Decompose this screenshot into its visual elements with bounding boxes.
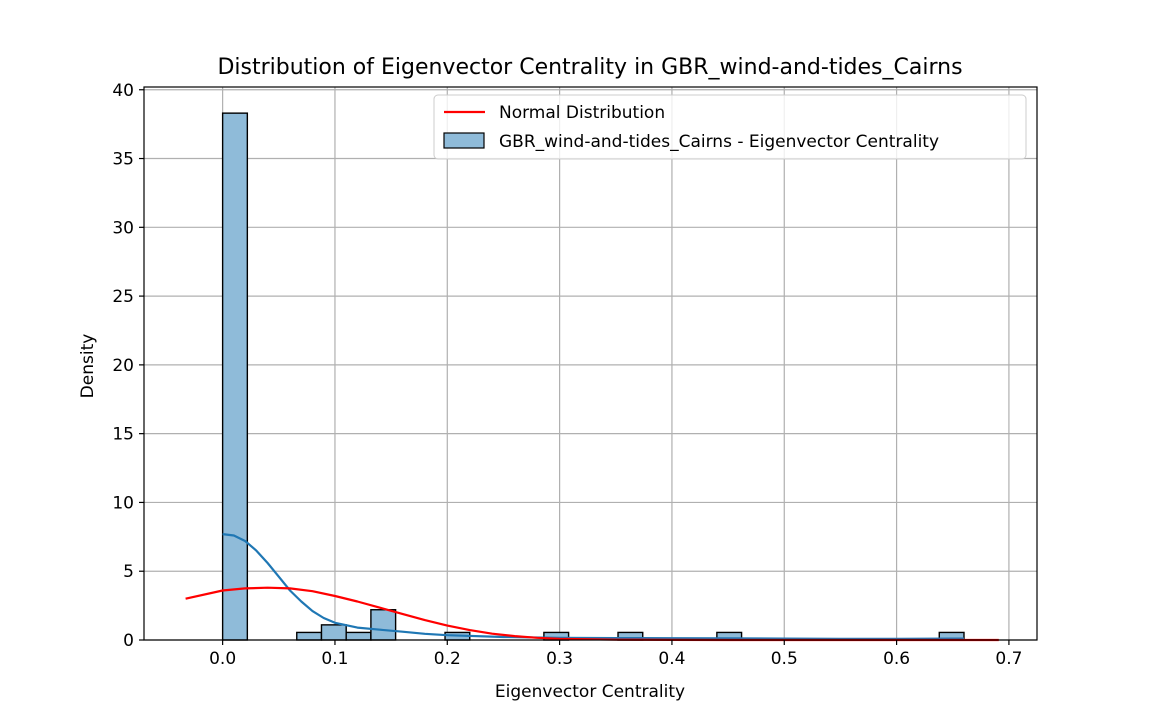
y-tick-label: 25 <box>112 287 134 307</box>
plot-frame <box>143 86 1038 641</box>
y-tick-label: 0 <box>123 631 134 651</box>
legend-normal-label: Normal Distribution <box>499 103 665 123</box>
histogram-bar <box>320 624 347 641</box>
y-tick-label: 10 <box>112 493 134 513</box>
kde-curve <box>222 533 964 640</box>
histogram-bar <box>221 112 249 641</box>
x-tick-label: 0.1 <box>321 649 348 669</box>
histogram-bar <box>345 631 372 641</box>
x-tick-label: 0.4 <box>658 649 685 669</box>
y-tick-label: 5 <box>123 562 134 582</box>
y-tick-label: 35 <box>112 150 134 170</box>
x-tick-label: 0.7 <box>995 649 1022 669</box>
x-tick-label: 0.0 <box>209 649 236 669</box>
x-tick-label: 0.3 <box>546 649 573 669</box>
y-tick-label: 30 <box>112 218 134 238</box>
x-tick-label: 0.6 <box>883 649 910 669</box>
chart-title: Distribution of Eigenvector Centrality i… <box>217 55 962 80</box>
legend-histogram-patch <box>443 132 485 149</box>
y-tick-label: 20 <box>112 356 134 376</box>
y-axis-label: Density <box>78 334 98 399</box>
legend-box <box>433 94 1027 160</box>
y-tick-label: 15 <box>112 425 134 445</box>
axis-ticks: 0.0 0.1 0.2 0.3 0.4 0.5 0.6 0.7 0 5 10 15 20 25 30 35 40 <box>112 81 1022 669</box>
x-tick-label: 0.5 <box>771 649 798 669</box>
histogram-bar <box>370 609 397 641</box>
y-tick-label: 40 <box>112 81 134 101</box>
histogram-bar <box>296 631 323 641</box>
legend-histogram-label: GBR_wind-and-tides_Cairns - Eigenvector … <box>499 132 939 152</box>
legend: Normal Distribution GBR_wind-and-tides_C… <box>433 94 1027 160</box>
x-axis-label: Eigenvector Centrality <box>495 682 685 702</box>
histogram-bars <box>221 112 965 641</box>
x-tick-label: 0.2 <box>434 649 461 669</box>
